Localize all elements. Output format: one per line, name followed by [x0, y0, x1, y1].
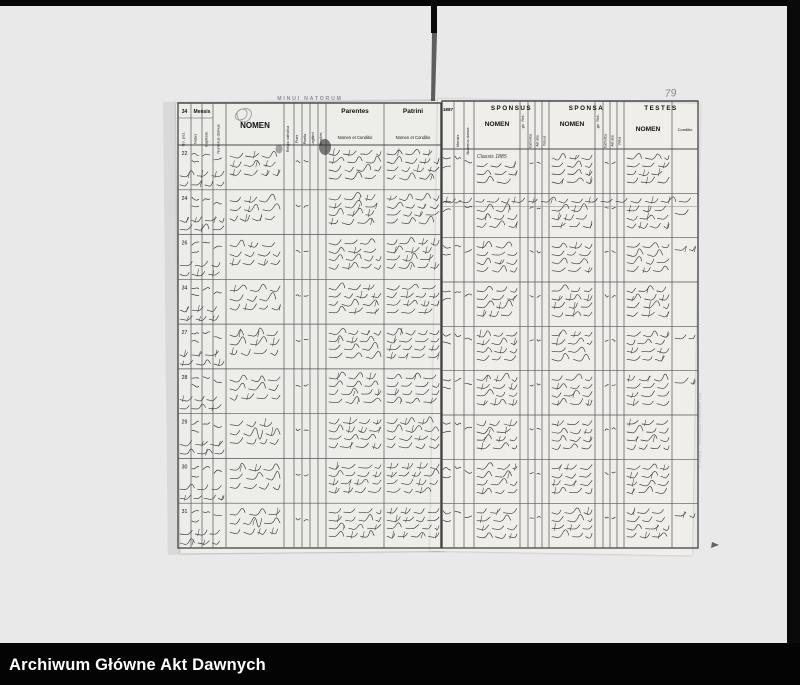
- svg-text:gio: gio: [596, 124, 600, 129]
- svg-text:NOMEN: NOMEN: [560, 121, 585, 128]
- svg-text:Mensis: Mensis: [455, 135, 460, 148]
- svg-text:24: 24: [182, 196, 188, 202]
- svg-text:E. Anhang J. Pawlowskiego w Wa: E. Anhang J. Pawlowskiego w Warszawie 18…: [698, 392, 702, 467]
- svg-text:Aet alia: Aet alia: [611, 135, 615, 146]
- svg-text:gio: gio: [521, 124, 525, 129]
- svg-text:Religio catholica: Religio catholica: [286, 126, 290, 152]
- svg-text:26: 26: [182, 241, 188, 247]
- svg-text:SPONSA: SPONSA: [569, 105, 605, 112]
- svg-text:NOMEN: NOMEN: [485, 121, 510, 128]
- svg-text:28: 28: [182, 375, 188, 381]
- svg-text:Mensis: Mensis: [194, 109, 211, 115]
- svg-text:Puella: Puella: [303, 133, 307, 144]
- svg-text:NOMEN: NOMEN: [636, 126, 661, 133]
- svg-text:Legitimi: Legitimi: [311, 132, 315, 145]
- svg-text:30: 30: [182, 464, 188, 470]
- svg-text:Numerus domus: Numerus domus: [466, 127, 470, 154]
- svg-text:Conditio: Conditio: [678, 127, 693, 132]
- svg-text:29: 29: [182, 420, 188, 426]
- svg-text:1887: 1887: [443, 107, 454, 112]
- svg-text:Reli-: Reli-: [521, 115, 525, 122]
- svg-text:Classis 1885: Classis 1885: [477, 154, 507, 160]
- svg-text:Puer: Puer: [295, 134, 299, 143]
- svg-text:34: 34: [182, 109, 188, 115]
- svg-text:Parentes: Parentes: [341, 108, 369, 115]
- svg-text:Nomen et Conditio: Nomen et Conditio: [338, 135, 373, 140]
- svg-text:31: 31: [182, 509, 188, 515]
- svg-text:NOMEN: NOMEN: [240, 121, 270, 130]
- svg-text:Reli-: Reli-: [596, 115, 600, 122]
- svg-text:22: 22: [182, 151, 188, 157]
- svg-text:TESTES: TESTES: [644, 105, 678, 112]
- svg-text:27: 27: [182, 330, 188, 336]
- svg-text:No. poz.: No. poz.: [181, 132, 186, 147]
- svg-text:Aet alia: Aet alia: [536, 135, 540, 146]
- svg-text:34: 34: [182, 285, 188, 291]
- svg-text:Patrini: Patrini: [403, 108, 423, 115]
- svg-text:79: 79: [664, 87, 677, 100]
- svg-text:Catholica: Catholica: [529, 134, 533, 148]
- svg-text:Vidua: Vidua: [618, 137, 622, 146]
- svg-text:Numerus domus: Numerus domus: [216, 124, 221, 153]
- svg-text:Baptisat.: Baptisat.: [204, 131, 209, 147]
- svg-text:Natus: Natus: [193, 134, 198, 144]
- svg-text:Viduus: Viduus: [543, 136, 547, 147]
- svg-text:Catholica: Catholica: [604, 134, 608, 148]
- svg-text:MINUI NATORUM: MINUI NATORUM: [277, 96, 343, 102]
- svg-text:Nomen et Conditio: Nomen et Conditio: [396, 135, 431, 140]
- svg-text:SPONSUS: SPONSUS: [491, 105, 532, 112]
